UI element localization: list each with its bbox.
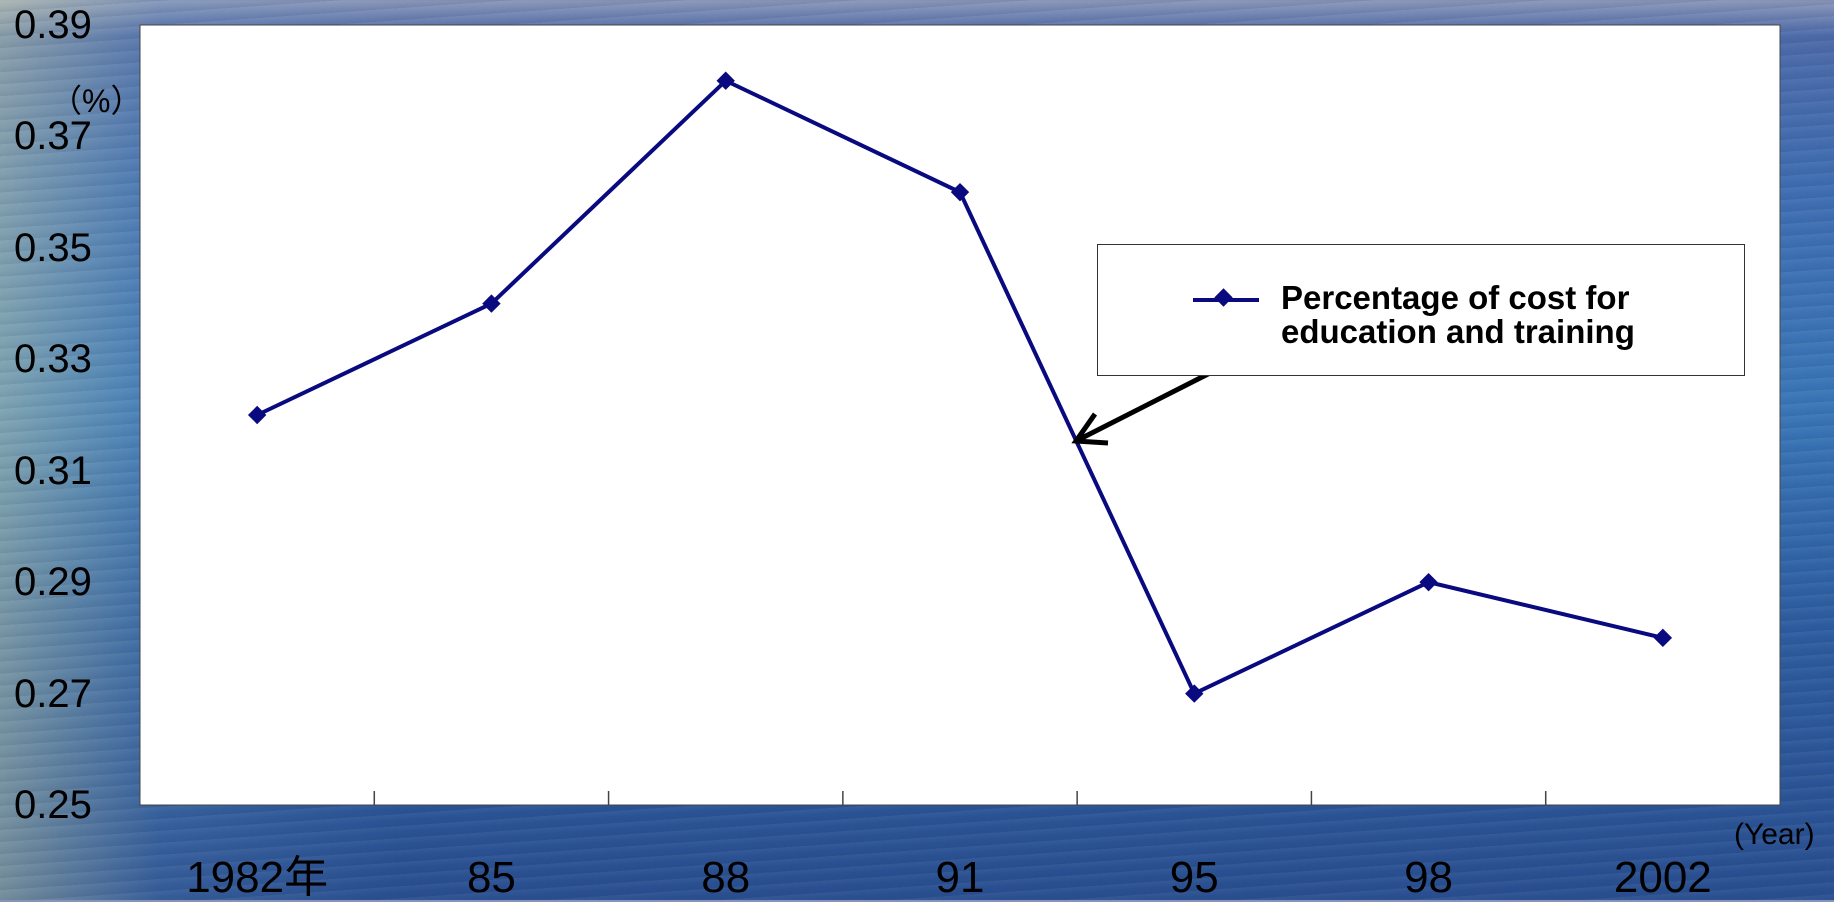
data-point-marker: [1653, 628, 1673, 648]
x-axis-ticks: [373, 791, 1547, 805]
x-tick-label: 85: [466, 853, 516, 902]
x-tick-label: 88: [701, 853, 751, 902]
legend-line-2: education and training: [1281, 313, 1635, 350]
x-tick-label: 2002: [1613, 853, 1712, 902]
plot-area: [139, 24, 1781, 806]
annotation-arrow: [1071, 370, 1212, 446]
y-tick-label: 0.27: [14, 671, 92, 716]
legend-line-1: Percentage of cost for: [1281, 279, 1630, 316]
legend-label: Percentage of cost for education and tra…: [1281, 281, 1721, 349]
series-markers: [247, 71, 1673, 703]
y-tick-label: 0.29: [14, 560, 92, 605]
legend: Percentage of cost for education and tra…: [1097, 244, 1745, 376]
y-tick-label: 0.35: [14, 225, 92, 270]
y-axis-unit: （%）: [50, 83, 143, 119]
data-point-marker: [247, 405, 267, 425]
x-axis-unit: (Year): [1734, 818, 1815, 851]
x-tick-label: 95: [1169, 853, 1219, 902]
legend-swatch-icon: [1193, 288, 1259, 307]
data-point-marker: [716, 71, 735, 90]
data-point-marker: [950, 182, 970, 202]
x-tick-label: 91: [935, 853, 985, 902]
data-point-marker: [1419, 572, 1438, 592]
x-tick-label: 1982年: [186, 853, 329, 902]
y-tick-label: 0.25: [14, 783, 92, 827]
y-tick-label: 0.31: [14, 448, 92, 493]
y-tick-label: 0.39: [14, 3, 92, 47]
data-point-marker: [482, 294, 501, 313]
x-tick-label: 98: [1404, 853, 1454, 902]
data-point-marker: [1185, 684, 1204, 703]
y-tick-label: 0.33: [14, 337, 92, 382]
y-tick-label: 0.37: [14, 114, 92, 159]
